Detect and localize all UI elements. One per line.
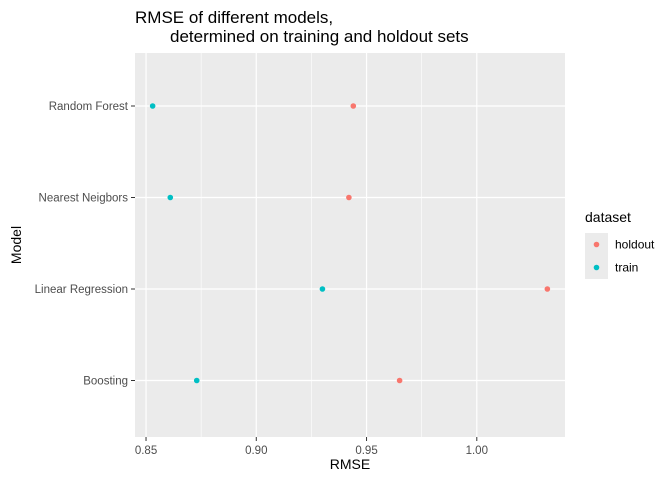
y-tick-label: Linear Regression [35, 284, 128, 296]
legend-key-holdout [593, 241, 600, 248]
legend-key-train [593, 264, 600, 271]
x-tick-label: 1.00 [466, 445, 488, 457]
x-axis-title: RMSE [330, 456, 370, 472]
point-holdout [544, 286, 551, 292]
x-tick-label: 0.90 [245, 445, 267, 457]
point-train [319, 286, 326, 292]
x-axis-ticks: 0.85 0.90 0.95 1.00 [135, 437, 488, 457]
plot-panel [135, 53, 565, 437]
point-holdout [350, 103, 357, 109]
point-train [167, 194, 174, 201]
x-tick-label: 0.95 [355, 445, 377, 457]
y-tick-label: Boosting [83, 376, 128, 388]
y-axis-ticks: Random Forest Nearest Neigbors Linear Regr… [35, 101, 135, 388]
legend: dataset holdout train [585, 209, 655, 279]
x-tick-label: 0.85 [135, 445, 157, 457]
legend-label-holdout: holdout [615, 238, 655, 252]
chart-title-line1: RMSE of different models, [135, 8, 333, 27]
data-points [149, 103, 551, 384]
point-holdout [346, 194, 352, 201]
legend-label-train: train [615, 261, 638, 275]
chart-title-line2: determined on training and holdout sets [170, 27, 469, 46]
grid-minor [200, 53, 422, 437]
y-axis-title: Model [8, 226, 24, 264]
legend-title: dataset [585, 209, 631, 225]
point-holdout [396, 377, 403, 384]
point-train [149, 103, 156, 109]
y-tick-label: Random Forest [49, 101, 129, 113]
point-train [193, 377, 200, 384]
y-tick-label: Nearest Neigbors [39, 193, 129, 205]
